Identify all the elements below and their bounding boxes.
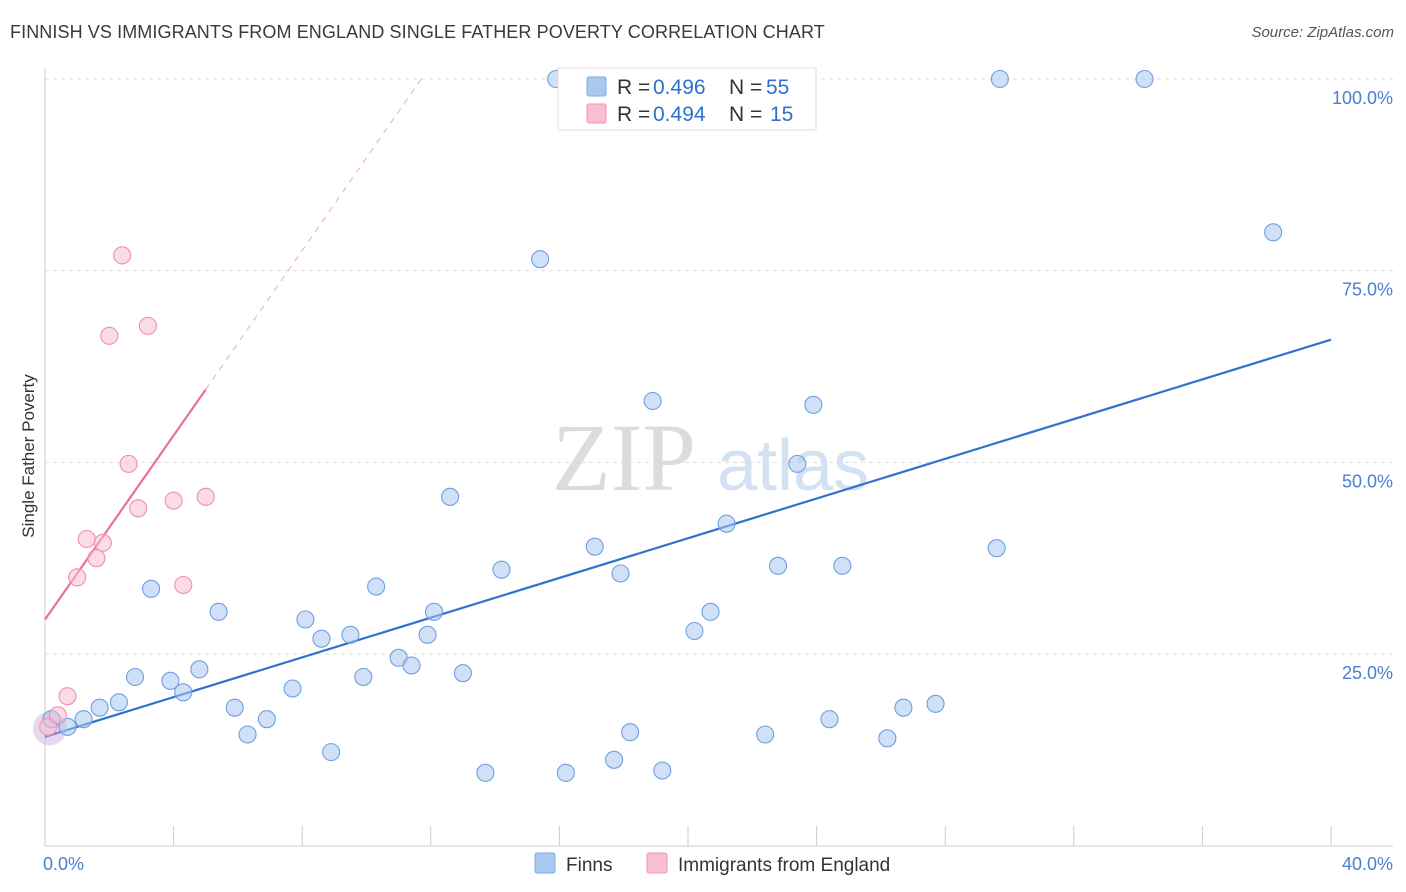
legend-r-key-finns: R = (617, 76, 650, 99)
legend-r-value-finns: 0.496 (653, 76, 706, 99)
point-finns (833, 556, 852, 575)
legend-r-value-england: 0.494 (653, 103, 706, 126)
y-tick-label: 25.0% (1342, 663, 1393, 683)
point-finns (441, 487, 460, 506)
watermark: ZIP atlas (552, 404, 869, 511)
point-england (113, 246, 132, 265)
y-tick-label: 50.0% (1342, 471, 1393, 491)
chart-title: FINNISH VS IMMIGRANTS FROM ENGLAND SINGL… (10, 22, 825, 42)
point-england (196, 487, 215, 506)
point-finns (190, 660, 209, 679)
point-finns (74, 710, 93, 729)
point-england (138, 316, 157, 335)
point-finns (312, 629, 331, 648)
point-finns (142, 579, 161, 598)
point-finns (894, 698, 913, 717)
point-england (164, 491, 183, 510)
point-finns (322, 743, 341, 762)
legend-swatch-england (586, 103, 607, 124)
point-finns (354, 667, 373, 687)
point-finns (90, 698, 109, 717)
point-finns (804, 395, 823, 414)
legend-bottom-swatch-finns (534, 852, 556, 874)
point-finns (585, 537, 604, 556)
legend-bottom-label-england: Immigrants from England (678, 855, 890, 876)
point-england (129, 499, 148, 518)
source-label: Source: ZipAtlas.com (1251, 24, 1394, 41)
point-england (68, 568, 87, 587)
point-finns (717, 514, 736, 533)
legend-bottom-swatch-england (646, 852, 668, 874)
point-finns (926, 694, 945, 713)
legend-n-value-finns: 55 (766, 76, 789, 99)
legend-swatch-finns (586, 76, 607, 97)
point-england (100, 326, 119, 345)
x-tick-label: 40.0% (1342, 854, 1393, 874)
watermark-zip: ZIP (552, 404, 696, 511)
point-finns (402, 656, 421, 675)
trend-line-finns (44, 338, 1332, 738)
point-finns (257, 710, 276, 729)
point-finns (605, 750, 624, 769)
point-england (58, 687, 77, 706)
y-tick-label: 100.0% (1332, 88, 1393, 108)
point-finns (531, 250, 550, 269)
point-finns (756, 725, 775, 744)
legend-n-key-finns: N = (729, 76, 762, 99)
point-finns (492, 560, 511, 579)
point-finns (283, 679, 302, 698)
legend-n-value-england: 15 (770, 103, 793, 126)
legend-bottom-label-finns: Finns (566, 855, 612, 876)
point-finns (653, 761, 672, 780)
point-finns (1135, 69, 1154, 89)
point-england (48, 706, 67, 725)
point-finns (643, 391, 662, 411)
point-finns (878, 729, 897, 748)
grid-lines (45, 78, 1393, 655)
point-finns (788, 454, 807, 473)
point-england (174, 575, 193, 595)
point-finns (685, 621, 704, 641)
point-finns (701, 602, 720, 621)
point-finns (161, 671, 180, 690)
point-finns (341, 625, 360, 644)
x-tick-label: 0.0% (43, 854, 84, 874)
point-finns (453, 664, 473, 683)
point-finns (424, 602, 444, 621)
point-finns (296, 610, 315, 629)
point-finns (611, 564, 630, 583)
tick-labels: 25.0% 50.0% 75.0% 100.0% 0.0% 40.0% (43, 88, 1393, 874)
y-tick-label: 75.0% (1342, 280, 1393, 300)
point-finns (225, 698, 244, 717)
legend-bottom: Finns Immigrants from England (534, 852, 890, 876)
point-finns (367, 577, 386, 596)
point-finns (238, 725, 257, 744)
y-axis-label: Single Father Poverty (19, 374, 38, 538)
point-england (119, 454, 138, 473)
trend-line-extension-england (205, 78, 422, 390)
legend-top: R = 0.496 N = 55 R = 0.494 N = 15 (557, 67, 817, 131)
point-finns (125, 667, 145, 687)
point-finns (476, 763, 495, 782)
legend-r-key-england: R = (617, 103, 650, 126)
point-finns (621, 723, 640, 742)
point-finns (418, 625, 437, 644)
point-finns (209, 602, 228, 621)
point-finns (1264, 223, 1283, 242)
point-finns (174, 683, 193, 702)
point-finns (109, 693, 128, 712)
point-finns (987, 539, 1006, 558)
point-finns (556, 763, 575, 782)
point-england (77, 529, 96, 549)
point-finns (768, 556, 788, 575)
point-england (93, 533, 112, 552)
point-finns (820, 710, 839, 729)
point-finns (990, 69, 1009, 89)
legend-n-key-england: N = (729, 103, 762, 126)
point-england (87, 549, 106, 568)
